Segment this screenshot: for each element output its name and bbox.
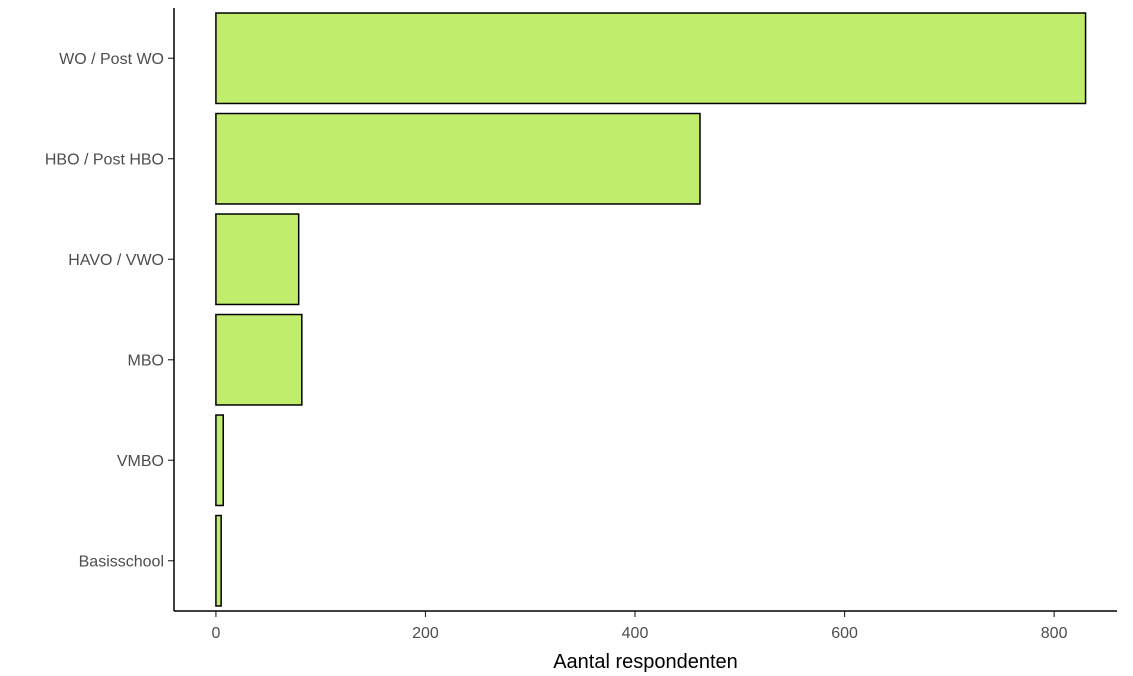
y-tick-label: HBO / Post HBO — [45, 151, 164, 168]
x-tick-label: 400 — [622, 625, 649, 642]
bars-group — [215, 12, 1087, 607]
bar — [215, 12, 1087, 105]
y-tick-label: Basisschool — [79, 553, 164, 570]
y-tick-label: WO / Post WO — [59, 51, 164, 68]
x-axis-ticks: 0 200 400 600 800 — [211, 611, 1068, 642]
bar — [215, 313, 303, 406]
x-tick-label: 200 — [412, 625, 439, 642]
x-axis-title: Aantal respondenten — [553, 651, 738, 673]
bar — [215, 514, 222, 607]
y-tick-label: HAVO / VWO — [68, 252, 164, 269]
x-tick-label: 800 — [1041, 625, 1068, 642]
y-axis-ticks: WO / Post WO HBO / Post HBO HAVO / VWO MBO V… — [45, 51, 174, 570]
y-tick-label: VMBO — [117, 453, 164, 470]
bar — [215, 112, 701, 205]
x-tick-label: 0 — [211, 625, 220, 642]
x-tick-label: 600 — [831, 625, 858, 642]
bar — [215, 213, 300, 306]
y-tick-label: MBO — [128, 352, 164, 369]
bar — [215, 414, 224, 507]
